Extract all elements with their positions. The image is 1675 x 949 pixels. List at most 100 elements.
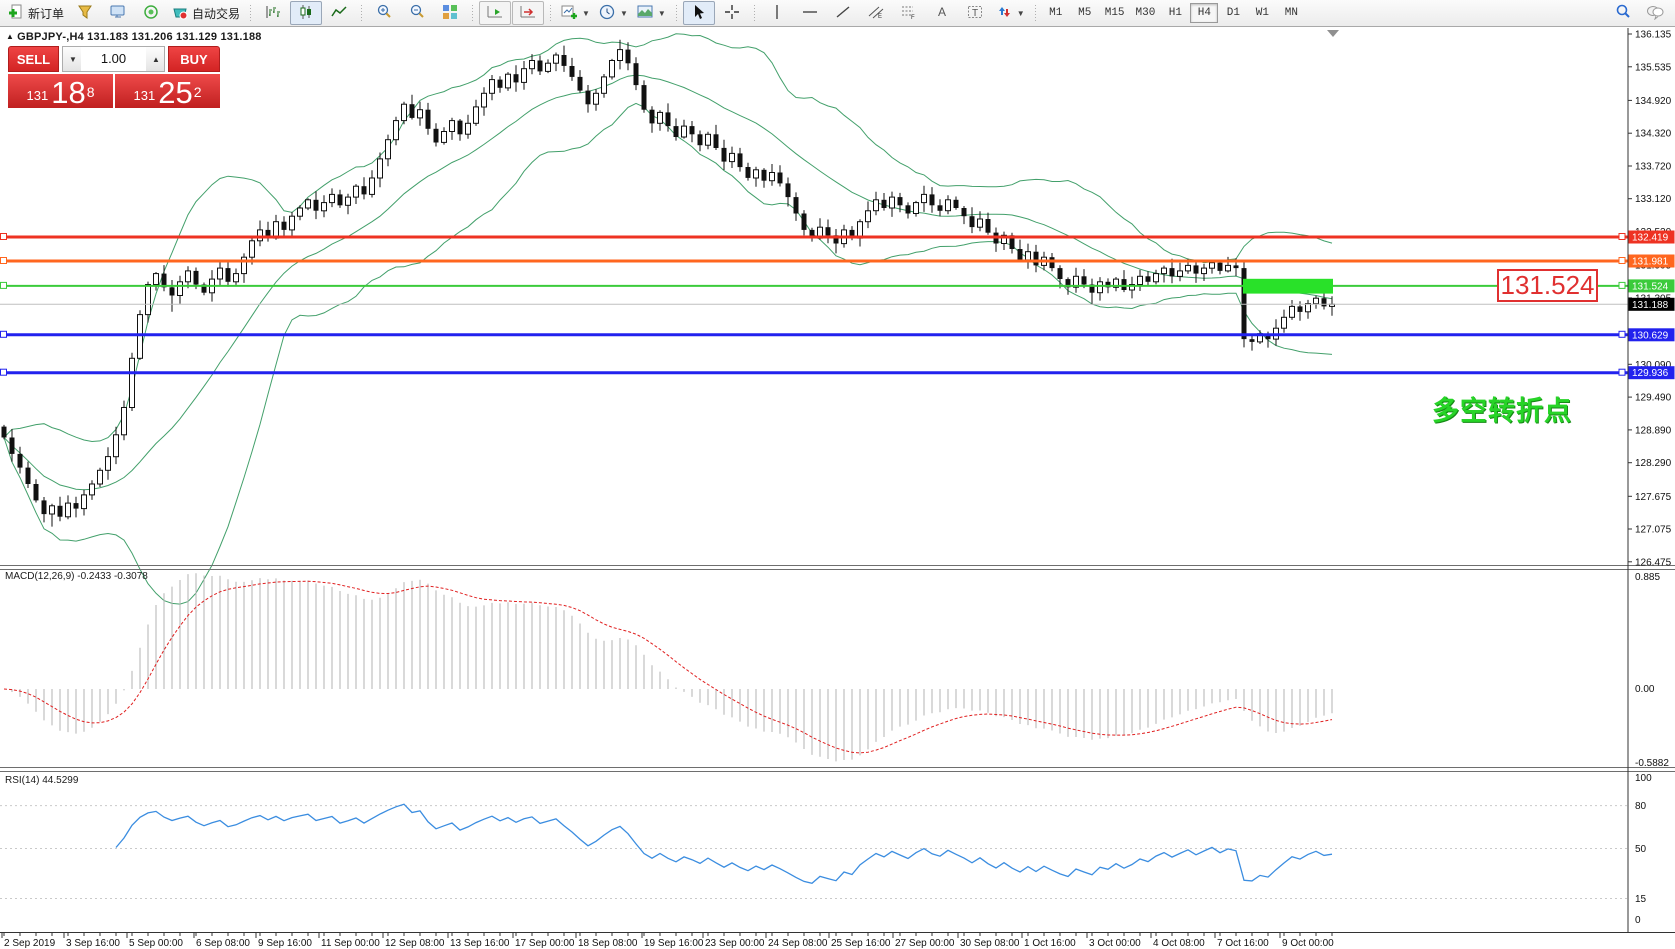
new-order-label: 新订单 [28,6,65,21]
time-axis[interactable]: 2 Sep 2019 3 Sep 16:00 5 Sep 00:00 6 Sep 08… [1,933,1334,949]
svg-text:15: 15 [1635,894,1647,905]
templates-icon [637,4,653,23]
svg-text:7 Oct 16:00: 7 Oct 16:00 [1217,938,1269,949]
main-toolbar: 新订单 自动交易 ▼ ▼ ▼ E F A [0,0,1675,27]
volume-value[interactable]: 1.00 [81,47,146,71]
svg-text:25 Sep 16:00: 25 Sep 16:00 [831,938,891,949]
new-chart-icon [561,4,578,23]
vertical-line-icon [769,4,785,23]
svg-text:5 Sep 00:00: 5 Sep 00:00 [129,938,183,949]
tile-windows-button[interactable] [434,1,466,25]
svg-text:F: F [911,15,915,20]
trendline-button[interactable] [827,1,859,25]
signals-icon [143,4,159,23]
highlight-zone[interactable] [1243,278,1333,294]
zoom-out-button[interactable] [401,1,433,25]
arrows-button[interactable]: ▼ [992,1,1029,25]
new-chart-button[interactable]: ▼ [557,1,594,25]
text-button[interactable]: A [926,1,958,25]
terminal-button[interactable] [102,1,134,25]
svg-text:129.936: 129.936 [1632,368,1669,379]
candles [1,39,1335,527]
fibonacci-icon: F [901,4,917,23]
sell-price[interactable]: 131 18 8 [8,74,113,108]
timeframe-M5[interactable]: M5 [1071,3,1099,23]
horizontal-line-button[interactable] [794,1,826,25]
periods-button[interactable]: ▼ [595,1,632,25]
search-icon [1615,4,1631,23]
bar-chart-button[interactable] [257,1,289,25]
search-button[interactable] [1607,1,1639,25]
autotrading-basket-icon [172,4,188,23]
channel-icon: E [868,4,884,23]
svg-text:0.00: 0.00 [1635,684,1655,695]
templates-button[interactable]: ▼ [633,1,670,25]
svg-text:30 Sep 08:00: 30 Sep 08:00 [960,938,1020,949]
chart-shift-button[interactable] [512,1,545,25]
chat-button[interactable] [1639,1,1671,25]
macd-histogram [11,573,1333,762]
price-callout-box[interactable]: 131.524 [1497,269,1598,302]
line-chart-button[interactable] [323,1,355,25]
svg-text:0: 0 [1635,915,1641,926]
svg-text:19 Sep 16:00: 19 Sep 16:00 [644,938,704,949]
svg-text:3 Oct 00:00: 3 Oct 00:00 [1089,938,1141,949]
toolbar-separator [469,3,477,23]
toolbar-separator [247,3,255,23]
timeframe-M30[interactable]: M30 [1131,3,1161,23]
svg-text:127.075: 127.075 [1635,525,1672,536]
volume-increase-button[interactable]: ▲ [146,47,164,71]
svg-text:135.535: 135.535 [1635,62,1672,73]
svg-text:4 Oct 08:00: 4 Oct 08:00 [1153,938,1205,949]
one-click-trading-panel: SELL ▼ 1.00 ▲ BUY 131 18 8 131 25 2 [8,46,220,108]
horizontal-line-icon [802,4,818,23]
timeframe-H4[interactable]: H4 [1190,3,1219,23]
svg-text:100: 100 [1635,773,1652,784]
svg-text:23 Sep 00:00: 23 Sep 00:00 [705,938,765,949]
vertical-line-button[interactable] [761,1,793,25]
svg-text:2 Sep 2019: 2 Sep 2019 [4,938,56,949]
svg-text:12 Sep 08:00: 12 Sep 08:00 [385,938,445,949]
candlestick-chart-icon [298,4,314,23]
channel-button[interactable]: E [860,1,892,25]
crosshair-icon [724,4,740,23]
cursor-icon [691,4,707,23]
crosshair-button[interactable] [716,1,748,25]
timeframe-H1[interactable]: H1 [1161,3,1189,23]
sell-button[interactable]: SELL [8,46,59,72]
volume-decrease-button[interactable]: ▼ [63,47,81,71]
metaeditor-button[interactable] [69,1,101,25]
svg-text:133.720: 133.720 [1635,162,1672,173]
toolbar-separator [358,3,366,23]
new-order-button[interactable]: 新订单 [4,1,68,25]
zoom-in-button[interactable] [368,1,400,25]
buy-button[interactable]: BUY [168,46,220,72]
timeframe-MN[interactable]: MN [1277,3,1305,23]
buy-price[interactable]: 131 25 2 [115,74,220,108]
text-label-button[interactable]: T [959,1,991,25]
cursor-button[interactable] [682,1,715,25]
svg-text:131.981: 131.981 [1632,257,1669,268]
chevron-down-icon: ▼ [619,8,628,18]
timeframe-D1[interactable]: D1 [1219,3,1247,23]
svg-text:11 Sep 00:00: 11 Sep 00:00 [321,938,380,949]
svg-text:3 Sep 16:00: 3 Sep 16:00 [66,938,120,949]
fibonacci-button[interactable]: F [893,1,925,25]
svg-text:13 Sep 16:00: 13 Sep 16:00 [450,938,510,949]
timeframe-M15[interactable]: M15 [1100,3,1130,23]
chart-shift-marker[interactable] [1327,30,1339,37]
signals-button[interactable] [135,1,167,25]
timeframe-M1[interactable]: M1 [1042,3,1070,23]
auto-scroll-button[interactable] [479,1,512,25]
metaeditor-funnel-icon [77,4,93,23]
svg-text:27 Sep 00:00: 27 Sep 00:00 [895,938,955,949]
autotrading-button[interactable]: 自动交易 [168,1,244,25]
indicator-axes: 0.885 0.00 -0.5882 100 80 50 15 0 [1635,572,1669,926]
candlestick-chart-button[interactable] [290,1,323,25]
svg-text:18 Sep 08:00: 18 Sep 08:00 [578,938,638,949]
turning-point-annotation: 多空转折点 [1432,396,1572,426]
svg-text:131.188: 131.188 [1632,300,1669,311]
timeframe-W1[interactable]: W1 [1248,3,1276,23]
